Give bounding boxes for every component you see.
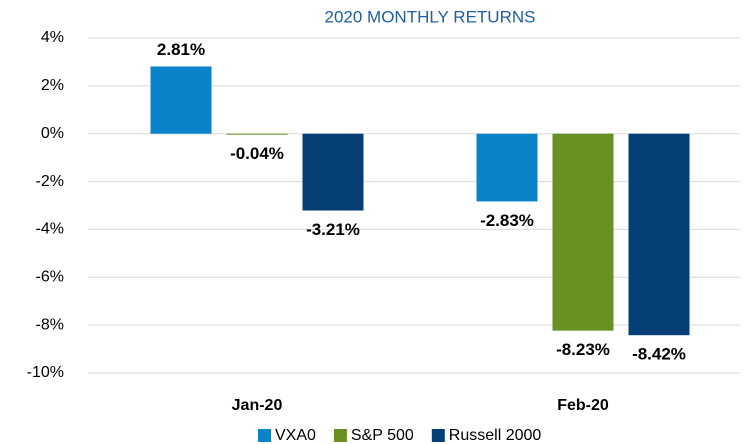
- y-tick-label: -4%: [36, 221, 64, 238]
- legend-label: VXA0: [275, 427, 316, 444]
- bar: [628, 133, 690, 336]
- value-label: -3.21%: [306, 220, 360, 239]
- bar: [150, 66, 212, 134]
- bar: [552, 133, 614, 331]
- legend-label: Russell 2000: [449, 427, 542, 444]
- value-label: -0.04%: [230, 144, 284, 163]
- legend-swatch: [431, 429, 445, 442]
- y-tick-label: -2%: [36, 173, 64, 190]
- chart-title: 2020 MONTHLY RETURNS: [325, 7, 536, 26]
- y-tick-label: 4%: [41, 29, 64, 46]
- legend-swatch: [258, 429, 271, 442]
- value-label: -2.83%: [480, 211, 534, 230]
- y-tick-label: -8%: [36, 316, 64, 333]
- bar: [476, 133, 538, 202]
- x-tick-label: Feb-20: [557, 397, 609, 414]
- legend-swatch: [333, 429, 347, 442]
- bar: [226, 133, 288, 135]
- y-tick-label: 2%: [41, 77, 64, 94]
- value-label: -8.23%: [556, 340, 610, 359]
- y-tick-label: -6%: [36, 269, 64, 286]
- x-tick-label: Jan-20: [232, 397, 283, 414]
- bar: [302, 133, 364, 211]
- value-label: 2.81%: [157, 40, 205, 59]
- y-tick-label: 0%: [41, 125, 64, 142]
- value-label: -8.42%: [632, 345, 686, 364]
- legend-label: S&P 500: [351, 427, 414, 444]
- y-tick-label: -10%: [27, 364, 64, 381]
